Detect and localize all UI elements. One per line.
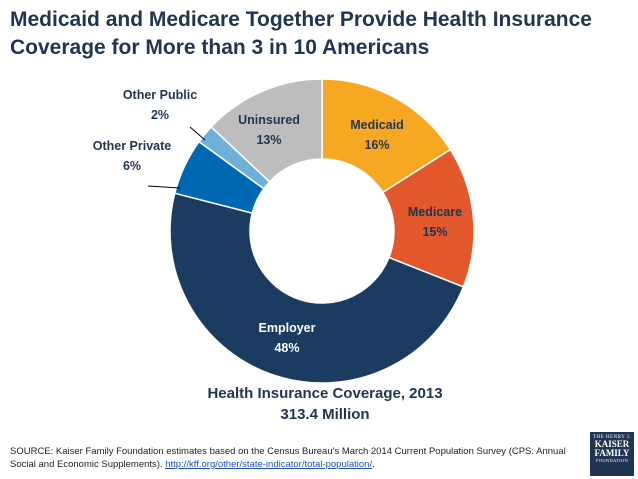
slice-label-other-private: Other Private (93, 139, 172, 153)
leader-line-other-private (147, 185, 181, 189)
source-link[interactable]: http://kff.org/other/state-indicator/tot… (165, 459, 373, 470)
logo-line-4: FOUNDATION (596, 458, 628, 463)
source-tail: . (372, 459, 375, 470)
slice-employer (169, 192, 465, 384)
source-note: SOURCE: Kaiser Family Foundation estimat… (10, 445, 588, 471)
logo-line-1: THE HENRY J. (592, 435, 632, 440)
slice-value-medicaid: 16% (364, 138, 389, 152)
chart-subtitle: Health Insurance Coverage, 2013 313.4 Mi… (170, 383, 480, 425)
slice-label-employer: Employer (259, 321, 316, 335)
chart-title-line-1: Medicaid and Medicare Together Provide H… (10, 8, 592, 31)
slice-label-uninsured: Uninsured (238, 113, 300, 127)
chart-subtitle-line-1: Health Insurance Coverage, 2013 (207, 385, 443, 402)
kff-logo: THE HENRY J. KAISER FAMILY FOUNDATION (590, 432, 634, 476)
slice-label-medicare: Medicare (408, 205, 462, 219)
slice-value-medicare: 15% (422, 225, 447, 239)
slice-value-other-private: 6% (123, 159, 141, 173)
slice-value-employer: 48% (274, 341, 299, 355)
source-text: SOURCE: Kaiser Family Foundation estimat… (10, 446, 566, 470)
slice-value-other-public: 2% (151, 108, 169, 122)
slice-label-other-public: Other Public (123, 88, 197, 102)
slice-uninsured (210, 78, 323, 183)
logo-line-3: FAMILY (594, 448, 630, 458)
slice-value-uninsured: 13% (256, 133, 281, 147)
chart-title-line-2: Coverage for More than 3 in 10 Americans (10, 36, 430, 59)
slice-label-medicaid: Medicaid (350, 118, 404, 132)
chart-title: Medicaid and Medicare Together Provide H… (10, 6, 610, 62)
logo-line-2: KAISER (594, 439, 630, 449)
leader-line-other-public (189, 126, 206, 141)
chart-subtitle-line-2: 313.4 Million (280, 406, 370, 423)
